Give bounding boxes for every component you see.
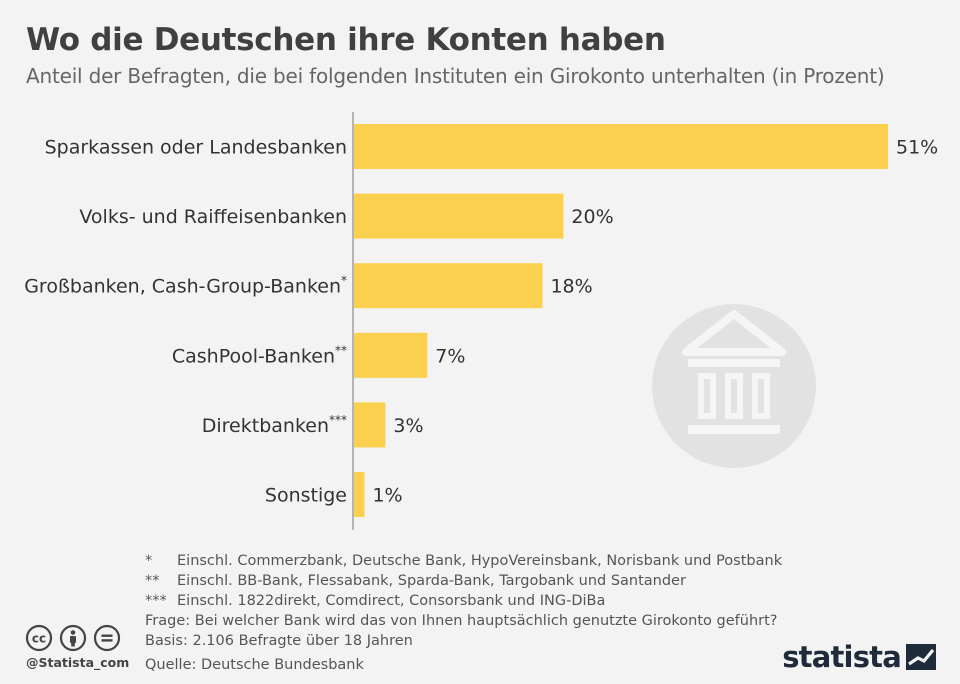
bar [354, 402, 386, 448]
bar [354, 124, 888, 169]
svg-text:cc: cc [32, 632, 46, 646]
chart-title: Wo die Deutschen ihre Konten haben [26, 22, 666, 58]
attribution-icon[interactable] [59, 624, 87, 652]
value-label: 51% [896, 137, 938, 159]
footnote-mark: *** [329, 413, 347, 427]
footnote: *** Einschl. 1822direkt, Comdirect, Conso… [145, 593, 606, 609]
value-label: 3% [393, 415, 423, 437]
source-note: Quelle: Deutsche Bundesbank [145, 657, 364, 673]
value-label: 18% [550, 276, 592, 298]
no-derivatives-icon[interactable] [93, 624, 121, 652]
category-label: Volks- und Raiffeisenbanken [79, 206, 347, 228]
footnote-mark: ** [335, 343, 347, 357]
survey-basis: Basis: 2.106 Befragte über 18 Jahren [145, 633, 413, 649]
statista-logo[interactable]: statista [782, 640, 936, 674]
value-label: 1% [372, 485, 402, 507]
category-label: Sparkassen oder Landesbanken [45, 137, 347, 159]
value-label: 7% [435, 345, 465, 367]
bar [354, 193, 564, 239]
bar [354, 263, 543, 309]
category-label: Sonstige [265, 485, 347, 507]
logo-wordmark: statista [782, 640, 902, 674]
footnote: ** Einschl. BB-Bank, Flessabank, Sparda-B… [145, 573, 686, 589]
category-label: CashPool-Banken** [172, 343, 347, 367]
footnote: * Einschl. Commerzbank, Deutsche Bank, Hy… [145, 553, 783, 569]
license-icons: cc [25, 624, 121, 652]
statista-logo-icon [906, 644, 936, 670]
statista-handle[interactable]: @Statista_com [26, 655, 130, 670]
bar [354, 332, 428, 378]
survey-question: Frage: Bei welcher Bank wird das von Ihn… [145, 613, 778, 629]
value-label: 20% [571, 206, 613, 228]
bar [354, 472, 365, 517]
footnote-mark: * [341, 274, 347, 288]
cc-icon[interactable]: cc [25, 624, 53, 652]
chart-notes: * Einschl. Commerzbank, Deutsche Bank, Hy… [145, 551, 782, 675]
category-label: Direktbanken*** [202, 413, 347, 437]
bar-chart: Sparkassen oder Landesbanken 51% Volks- un… [24, 112, 938, 530]
chart-subtitle: Anteil der Befragten, die bei folgenden … [26, 64, 885, 88]
bank-building-icon [652, 304, 816, 468]
category-label: Großbanken, Cash-Group-Banken* [24, 274, 347, 298]
